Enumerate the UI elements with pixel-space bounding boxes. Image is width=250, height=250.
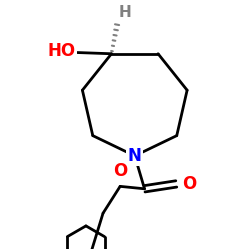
Text: O: O bbox=[182, 175, 196, 193]
Text: N: N bbox=[128, 147, 142, 165]
Text: O: O bbox=[113, 162, 127, 180]
Text: HO: HO bbox=[48, 42, 76, 60]
Text: H: H bbox=[119, 4, 132, 20]
